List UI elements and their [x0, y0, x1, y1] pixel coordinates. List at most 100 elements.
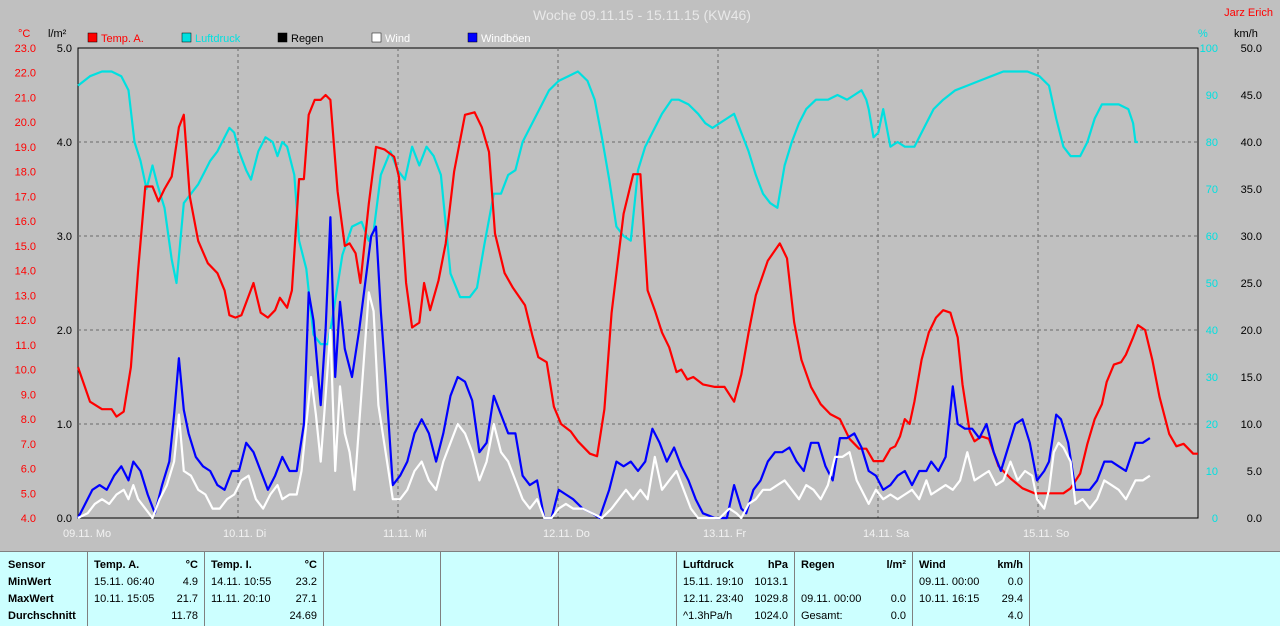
- x-tick-label: 09.11. Mo: [63, 528, 111, 540]
- author-label: Jarz Erich: [1224, 7, 1273, 19]
- rain-max-time: 09.11. 00:00: [801, 593, 862, 605]
- legend: Temp. A. Luftdruck Regen Wind Windböen: [87, 32, 531, 45]
- temp-tick-label: 9.0: [21, 389, 36, 401]
- wind-tick-label: 15.0: [1241, 372, 1262, 384]
- legend-label: Temp. A.: [101, 33, 144, 45]
- wind-tick-label: 10.0: [1241, 419, 1262, 431]
- grid: [78, 48, 1198, 518]
- x-tick-label: 14.11. Sa: [863, 528, 910, 540]
- x-tick-label: 10.11. Di: [223, 528, 266, 540]
- rain-tick-label: 3.0: [57, 231, 72, 243]
- pressure-tick-label: 90: [1206, 90, 1218, 102]
- pressure-min-time: 15.11. 19:10: [683, 576, 744, 588]
- rain-tick-label: 5.0: [57, 43, 72, 55]
- temp-i-avg-value: 24.69: [289, 610, 317, 622]
- temp-tick-label: 11.0: [15, 340, 36, 352]
- rain-header: Regen: [801, 559, 835, 571]
- legend-label: Windböen: [481, 33, 531, 45]
- temp-tick-label: 6.0: [21, 464, 36, 476]
- wind-tick-label: 0.0: [1247, 513, 1262, 525]
- legend-swatch: [87, 32, 98, 43]
- wind-tick-label: 50.0: [1241, 43, 1262, 55]
- stats-col-empty-1: [324, 552, 441, 626]
- pressure-min-value: 1013.1: [754, 576, 788, 588]
- temp-a-min-time: 15.11. 06:40: [94, 576, 155, 588]
- stats-col-empty-2: [441, 552, 559, 626]
- x-tick-label: 12.11. Do: [543, 528, 590, 540]
- temp-a-max-time: 10.11. 15:05: [94, 593, 155, 605]
- rain-tick-label: 4.0: [57, 137, 72, 149]
- pressure-tick-label: 40: [1206, 325, 1218, 337]
- wind-axis-unit: km/h: [1234, 28, 1258, 40]
- temp-tick-label: 7.0: [21, 439, 36, 451]
- temp-tick-label: 16.0: [15, 216, 36, 228]
- row-label-avg: Durchschnitt: [8, 610, 76, 622]
- legend-label: Wind: [385, 33, 410, 45]
- temp-a-min-value: 4.9: [182, 576, 198, 588]
- temp-tick-label: 18.0: [15, 167, 36, 179]
- temp-tick-label: 20.0: [15, 117, 36, 129]
- temp-i-min-value: 23.2: [295, 576, 317, 588]
- wind-max-time: 10.11. 16:15: [919, 593, 980, 605]
- rain-axis-unit: l/m²: [48, 28, 67, 40]
- temp-tick-label: 14.0: [15, 266, 36, 278]
- pressure-tick-label: 70: [1206, 184, 1218, 196]
- stats-col-empty-3: [559, 552, 677, 626]
- pressure-tick-label: 100: [1200, 43, 1218, 55]
- wind-tick-label: 20.0: [1241, 325, 1262, 337]
- rain-max-value: 0.0: [890, 593, 906, 605]
- pressure-tick-label: 80: [1206, 137, 1218, 149]
- series-line-wind: [77, 291, 1151, 520]
- pressure-tick-label: 50: [1206, 278, 1218, 290]
- wind-avg-value: 4.0: [1007, 610, 1023, 622]
- wind-tick-label: 40.0: [1241, 137, 1262, 149]
- pressure-tick-label: 60: [1206, 231, 1218, 243]
- temp-tick-label: 12.0: [15, 315, 36, 327]
- legend-swatch: [277, 32, 288, 43]
- wind-min-time: 09.11. 00:00: [919, 576, 980, 588]
- temp-tick-label: 17.0: [15, 191, 36, 203]
- weather-chart: 09.11. Mo 10.11. Di 11.11. Mi 12.11. Do 13.1…: [15, 7, 1273, 540]
- temp-tick-label: 23.0: [15, 43, 36, 55]
- temp-i-unit: °C: [304, 559, 317, 571]
- temp-tick-label: 21.0: [15, 92, 36, 104]
- wind-tick-label: 35.0: [1241, 184, 1262, 196]
- stats-col-rain: Regen l/m² 09.11. 00:00 0.0 Gesamt: 0.0: [795, 552, 913, 626]
- rain-tick-label: 1.0: [57, 419, 72, 431]
- wind-max-value: 29.4: [1001, 593, 1023, 605]
- temp-i-min-time: 14.11. 10:55: [211, 576, 272, 588]
- legend-swatch: [181, 32, 192, 43]
- legend-swatch: [467, 32, 478, 43]
- temp-tick-label: 15.0: [15, 241, 36, 253]
- temp-a-avg-value: 11.78: [171, 610, 198, 622]
- rain-total-value: 0.0: [890, 610, 906, 622]
- temp-a-header: Temp. A.: [94, 559, 140, 571]
- temp-axis-unit: °C: [18, 28, 30, 40]
- stats-col-wind: Wind km/h 09.11. 00:00 0.0 10.11. 16:15 …: [913, 552, 1030, 626]
- wind-tick-label: 5.0: [1247, 466, 1262, 478]
- rain-total-label: Gesamt:: [801, 610, 843, 622]
- x-tick-label: 11.11. Mi: [383, 528, 427, 540]
- temp-tick-label: 19.0: [15, 142, 36, 154]
- wind-min-value: 0.0: [1007, 576, 1023, 588]
- temp-a-max-value: 21.7: [176, 593, 198, 605]
- temp-i-max-time: 11.11. 20:10: [211, 593, 271, 605]
- tick-labels: 09.11. Mo 10.11. Di 11.11. Mi 12.11. Do 13.1…: [15, 43, 1262, 540]
- legend-swatch: [371, 32, 382, 43]
- stats-col-temp-i: Temp. I. °C 14.11. 10:55 23.2 11.11. 20:…: [205, 552, 324, 626]
- wind-tick-label: 45.0: [1241, 90, 1262, 102]
- temp-tick-label: 22.0: [15, 68, 36, 80]
- series-lines: [76, 70, 1198, 520]
- temp-a-unit: °C: [185, 559, 198, 571]
- wind-tick-label: 30.0: [1241, 231, 1262, 243]
- pressure-tick-label: 0: [1212, 513, 1218, 525]
- series-line-pressure: [77, 70, 1138, 346]
- rain-tick-label: 2.0: [57, 325, 72, 337]
- pressure-axis-unit: %: [1198, 28, 1208, 40]
- x-tick-label: 13.11. Fr: [703, 528, 747, 540]
- pressure-max-value: 1029.8: [754, 593, 788, 605]
- temp-tick-label: 8.0: [21, 414, 36, 426]
- pressure-avg-value: 1024.0: [754, 610, 788, 622]
- stats-col-sensor: Sensor MinWert MaxWert Durchschnitt: [0, 552, 88, 626]
- wind-tick-label: 25.0: [1241, 278, 1262, 290]
